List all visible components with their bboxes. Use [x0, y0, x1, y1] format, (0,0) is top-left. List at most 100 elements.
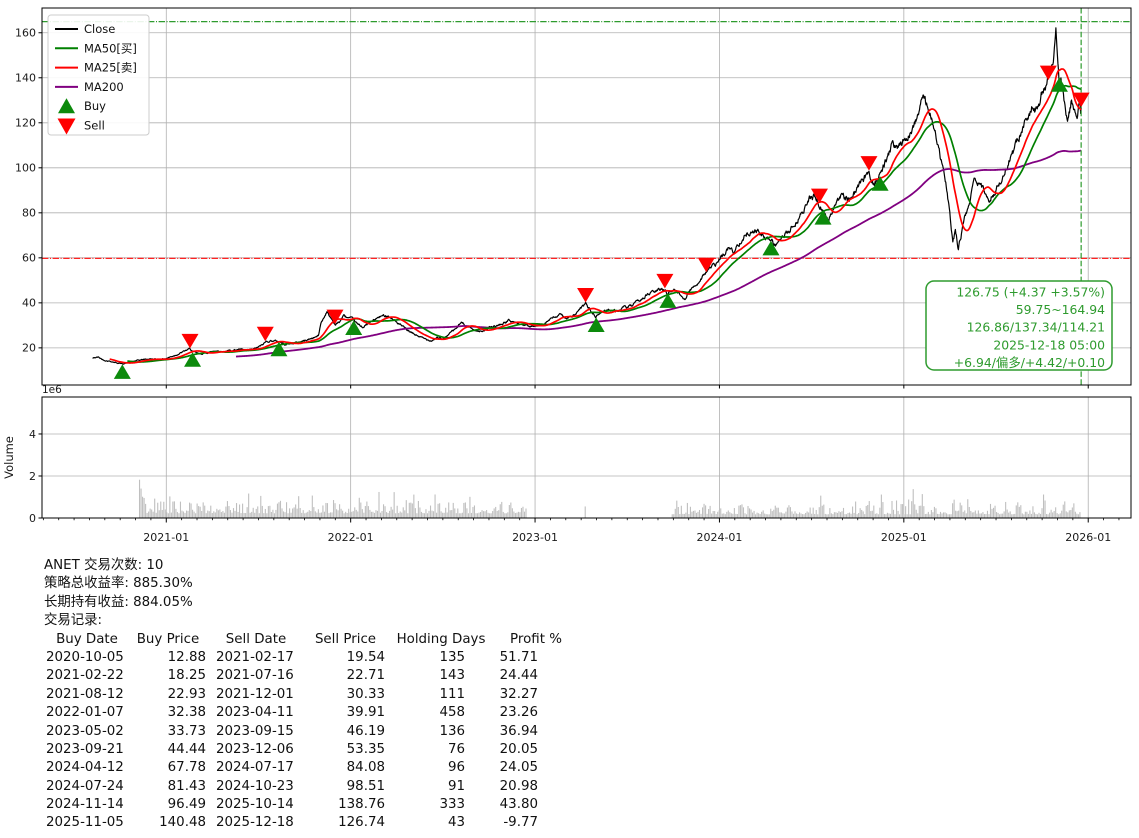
- svg-text:140: 140: [15, 72, 36, 85]
- trade-cell: 2021-02-17: [216, 649, 294, 665]
- reference-lines: [42, 21, 1131, 259]
- trade-cell: 2021-07-16: [216, 668, 294, 684]
- volume-scale-label: 1e6: [42, 384, 62, 396]
- trade-cell: 2025-12-18: [216, 815, 294, 831]
- trade-cell: 458: [439, 705, 465, 721]
- trade-cell: 43.80: [499, 797, 538, 813]
- trade-cell: 32.27: [499, 686, 538, 702]
- trade-row: 2020-10-05 12.88 2021-02-17 19.54 135 51.71: [44, 649, 575, 667]
- sell-marker: [326, 309, 344, 325]
- trade-cell: 19.54: [346, 649, 385, 665]
- trade-cell: 2025-11-05: [46, 815, 124, 831]
- trade-cell: 2021-02-22: [46, 668, 124, 684]
- legend-label: Close: [84, 22, 115, 36]
- sell-marker: [577, 288, 595, 303]
- info-box-line: 59.75~164.94: [1016, 302, 1105, 317]
- trade-cell: 20.98: [499, 778, 538, 794]
- buy-marker: [871, 176, 889, 191]
- trade-markers: [113, 65, 1090, 379]
- sell-marker: [1072, 92, 1090, 108]
- sell-marker: [256, 326, 274, 342]
- trade-cell: 96: [447, 760, 465, 776]
- buy-marker: [587, 317, 605, 332]
- trade-cell: 23.26: [499, 705, 538, 721]
- sell-marker: [860, 156, 878, 171]
- ma50-line: [127, 84, 1082, 363]
- trade-row: 2023-09-21 44.44 2023-12-06 53.35 76 20.05: [44, 741, 575, 759]
- info-box: 126.75 (+4.37 +3.57%) 59.75~164.94 126.86/…: [925, 280, 1113, 371]
- trade-cell: 136: [439, 723, 465, 739]
- trade-cell: 2023-12-06: [216, 741, 294, 757]
- trade-cell: 12.88: [167, 649, 206, 665]
- trade-table-body: 2020-10-05 12.88 2021-02-17 19.54 135 51.71 20…: [44, 649, 575, 833]
- legend-label: MA50[买]: [84, 41, 137, 55]
- svg-text:120: 120: [15, 117, 36, 130]
- trade-cell: 2025-10-14: [216, 797, 294, 813]
- sell-marker: [181, 333, 199, 349]
- gridlines: [42, 8, 1131, 518]
- trade-cell: 46.19: [346, 723, 385, 739]
- trade-cell: 51.71: [499, 649, 538, 665]
- sell-marker: [1039, 65, 1057, 81]
- stat-trade-count: ANET 交易次数: 10: [44, 558, 164, 573]
- trade-cell: 36.94: [499, 723, 538, 739]
- info-box-line: 126.86/137.34/114.21: [967, 320, 1105, 335]
- price-lines: [92, 27, 1082, 365]
- trade-cell: 2021-12-01: [216, 686, 294, 702]
- svg-text:20: 20: [22, 342, 36, 355]
- trade-cell: -9.77: [503, 815, 538, 831]
- trade-cell: 2024-10-23: [216, 778, 294, 794]
- svg-text:2025-01: 2025-01: [881, 531, 927, 544]
- trade-cell: 143: [439, 668, 465, 684]
- svg-text:40: 40: [22, 297, 36, 310]
- trade-row: 2025-11-05 140.48 2025-12-18 126.74 43 -9.77: [44, 814, 575, 832]
- info-box-line: +6.94/偏多/+4.42/+0.10: [954, 355, 1105, 370]
- trade-cell: 126.74: [338, 815, 385, 831]
- trade-cell: 2020-10-05: [46, 649, 124, 665]
- svg-text:2024-01: 2024-01: [696, 531, 742, 544]
- trade-row: 2024-11-14 96.49 2025-10-14 138.76 333 43.80: [44, 796, 575, 814]
- trade-table-header: Buy Date Buy Price Sell Date Sell Price …: [44, 631, 575, 649]
- trade-row: 2021-08-12 22.93 2021-12-01 30.33 111 32.27: [44, 686, 575, 704]
- svg-text:100: 100: [15, 162, 36, 175]
- trade-cell: 2024-04-12: [46, 760, 124, 776]
- col-buy-price: Buy Price: [136, 631, 200, 647]
- trade-cell: 44.44: [167, 741, 206, 757]
- stat-trades-title: 交易记录:: [44, 613, 103, 629]
- svg-text:4: 4: [29, 428, 36, 441]
- sell-marker: [656, 273, 674, 289]
- axes-spines: [41, 7, 1132, 519]
- svg-text:160: 160: [15, 27, 36, 40]
- trade-cell: 32.38: [167, 705, 206, 721]
- trade-cell: 98.51: [346, 778, 385, 794]
- stat-strategy-return: 策略总收益率: 885.30%: [44, 576, 193, 592]
- trade-cell: 135: [439, 649, 465, 665]
- col-sell-date: Sell Date: [225, 631, 287, 647]
- col-sell-price: Sell Price: [314, 631, 377, 647]
- trade-cell: 24.05: [499, 760, 538, 776]
- trade-cell: 2024-07-17: [216, 760, 294, 776]
- trade-cell: 138.76: [338, 797, 385, 813]
- col-holding-days: Holding Days: [396, 631, 486, 647]
- trade-cell: 2023-09-21: [46, 741, 124, 757]
- trade-cell: 22.71: [346, 668, 385, 684]
- close-line: [92, 27, 1082, 365]
- info-box-line: 126.75 (+4.37 +3.57%): [956, 285, 1105, 300]
- ma25-line: [109, 68, 1082, 364]
- svg-text:0: 0: [29, 512, 36, 525]
- trade-cell: 96.49: [167, 797, 206, 813]
- trade-cell: 18.25: [167, 668, 206, 684]
- axis-ticks-labels: 20 40 60 80 100 120 140 160 0 2 4 2021-01 2022-01 202…: [2, 27, 1120, 544]
- legend: Close MA50[买] MA25[卖] MA200 Buy Sell: [47, 14, 150, 136]
- legend-sell-marker-icon: [57, 118, 76, 135]
- trade-cell: 81.43: [167, 778, 206, 794]
- legend-label: MA200: [84, 80, 124, 94]
- trade-cell: 333: [439, 797, 465, 813]
- svg-text:2022-01: 2022-01: [328, 531, 374, 544]
- trade-cell: 22.93: [167, 686, 206, 702]
- buy-marker: [659, 293, 677, 308]
- svg-text:2021-01: 2021-01: [143, 531, 189, 544]
- trade-cell: 2023-05-02: [46, 723, 124, 739]
- trade-cell: 53.35: [346, 741, 385, 757]
- trade-cell: 39.91: [346, 705, 385, 721]
